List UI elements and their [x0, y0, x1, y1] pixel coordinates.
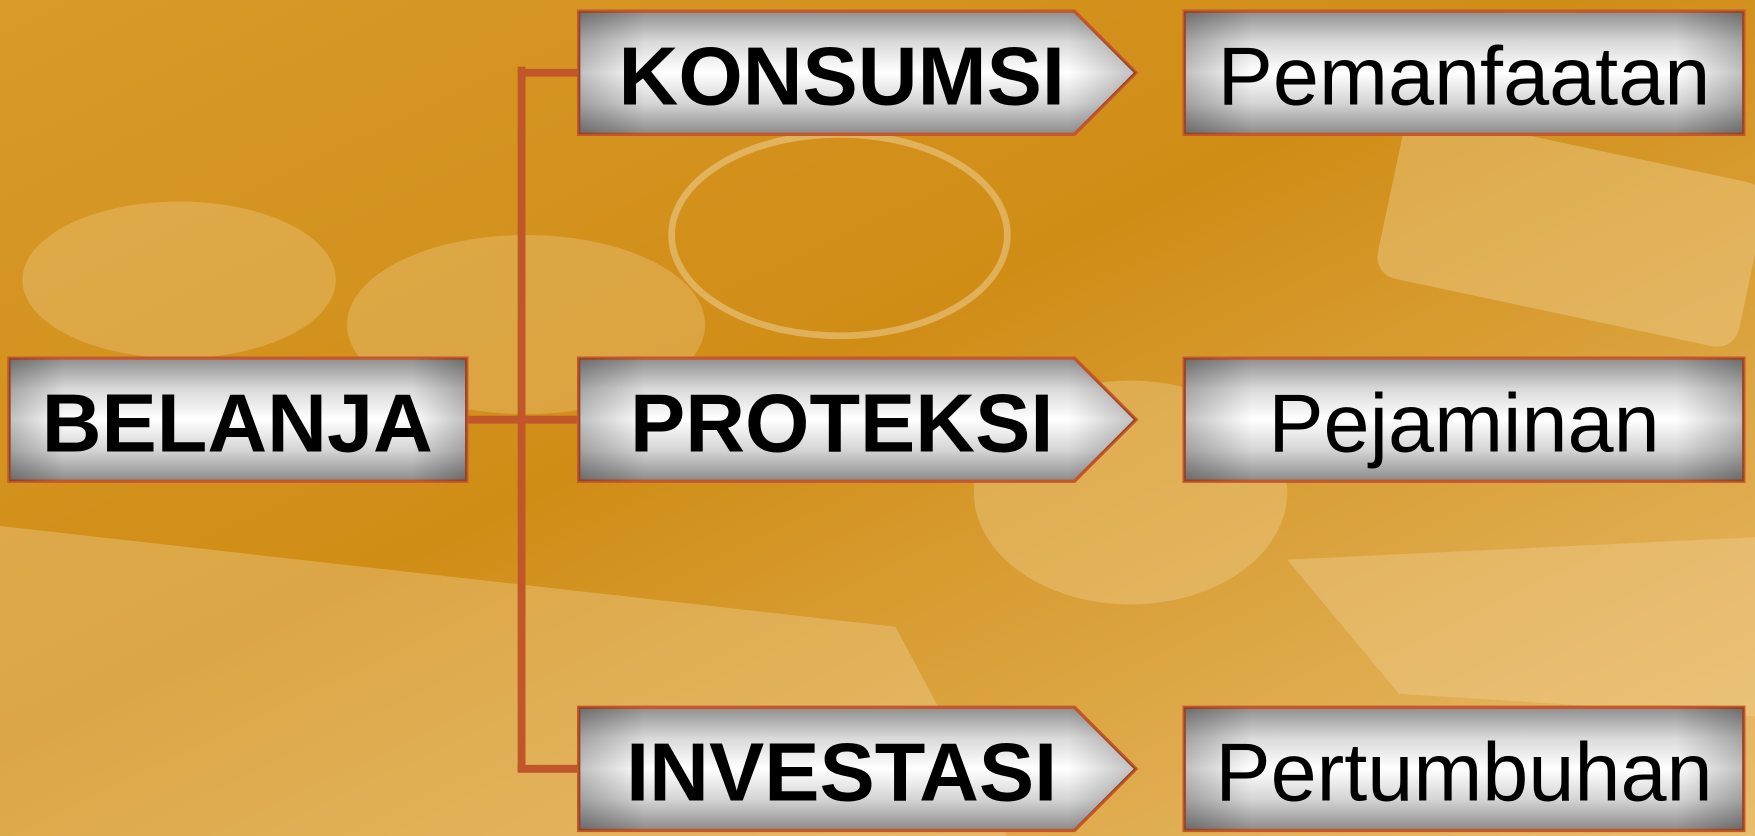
result: Pertumbuhan	[1184, 707, 1744, 830]
page: BELANJA KONSUMSI Pemanfaatan PROTEKSI Pejami…	[0, 0, 1755, 836]
result-label: Pejaminan	[1268, 377, 1659, 470]
result: Pemanfaatan	[1184, 11, 1744, 134]
diagram: BELANJA KONSUMSI Pemanfaatan PROTEKSI Pejami…	[0, 0, 1755, 836]
branch: KONSUMSI	[579, 11, 1136, 134]
branch: PROTEKSI	[579, 358, 1136, 481]
root-node: BELANJA	[9, 358, 467, 481]
branch: INVESTASI	[579, 707, 1136, 830]
result-label: Pemanfaatan	[1218, 30, 1711, 123]
root-label: BELANJA	[42, 377, 433, 470]
branch-label: INVESTASI	[626, 726, 1057, 819]
result: Pejaminan	[1184, 358, 1744, 481]
result-label: Pertumbuhan	[1215, 726, 1712, 819]
branch-label: PROTEKSI	[630, 377, 1053, 470]
branch-label: KONSUMSI	[619, 30, 1065, 123]
